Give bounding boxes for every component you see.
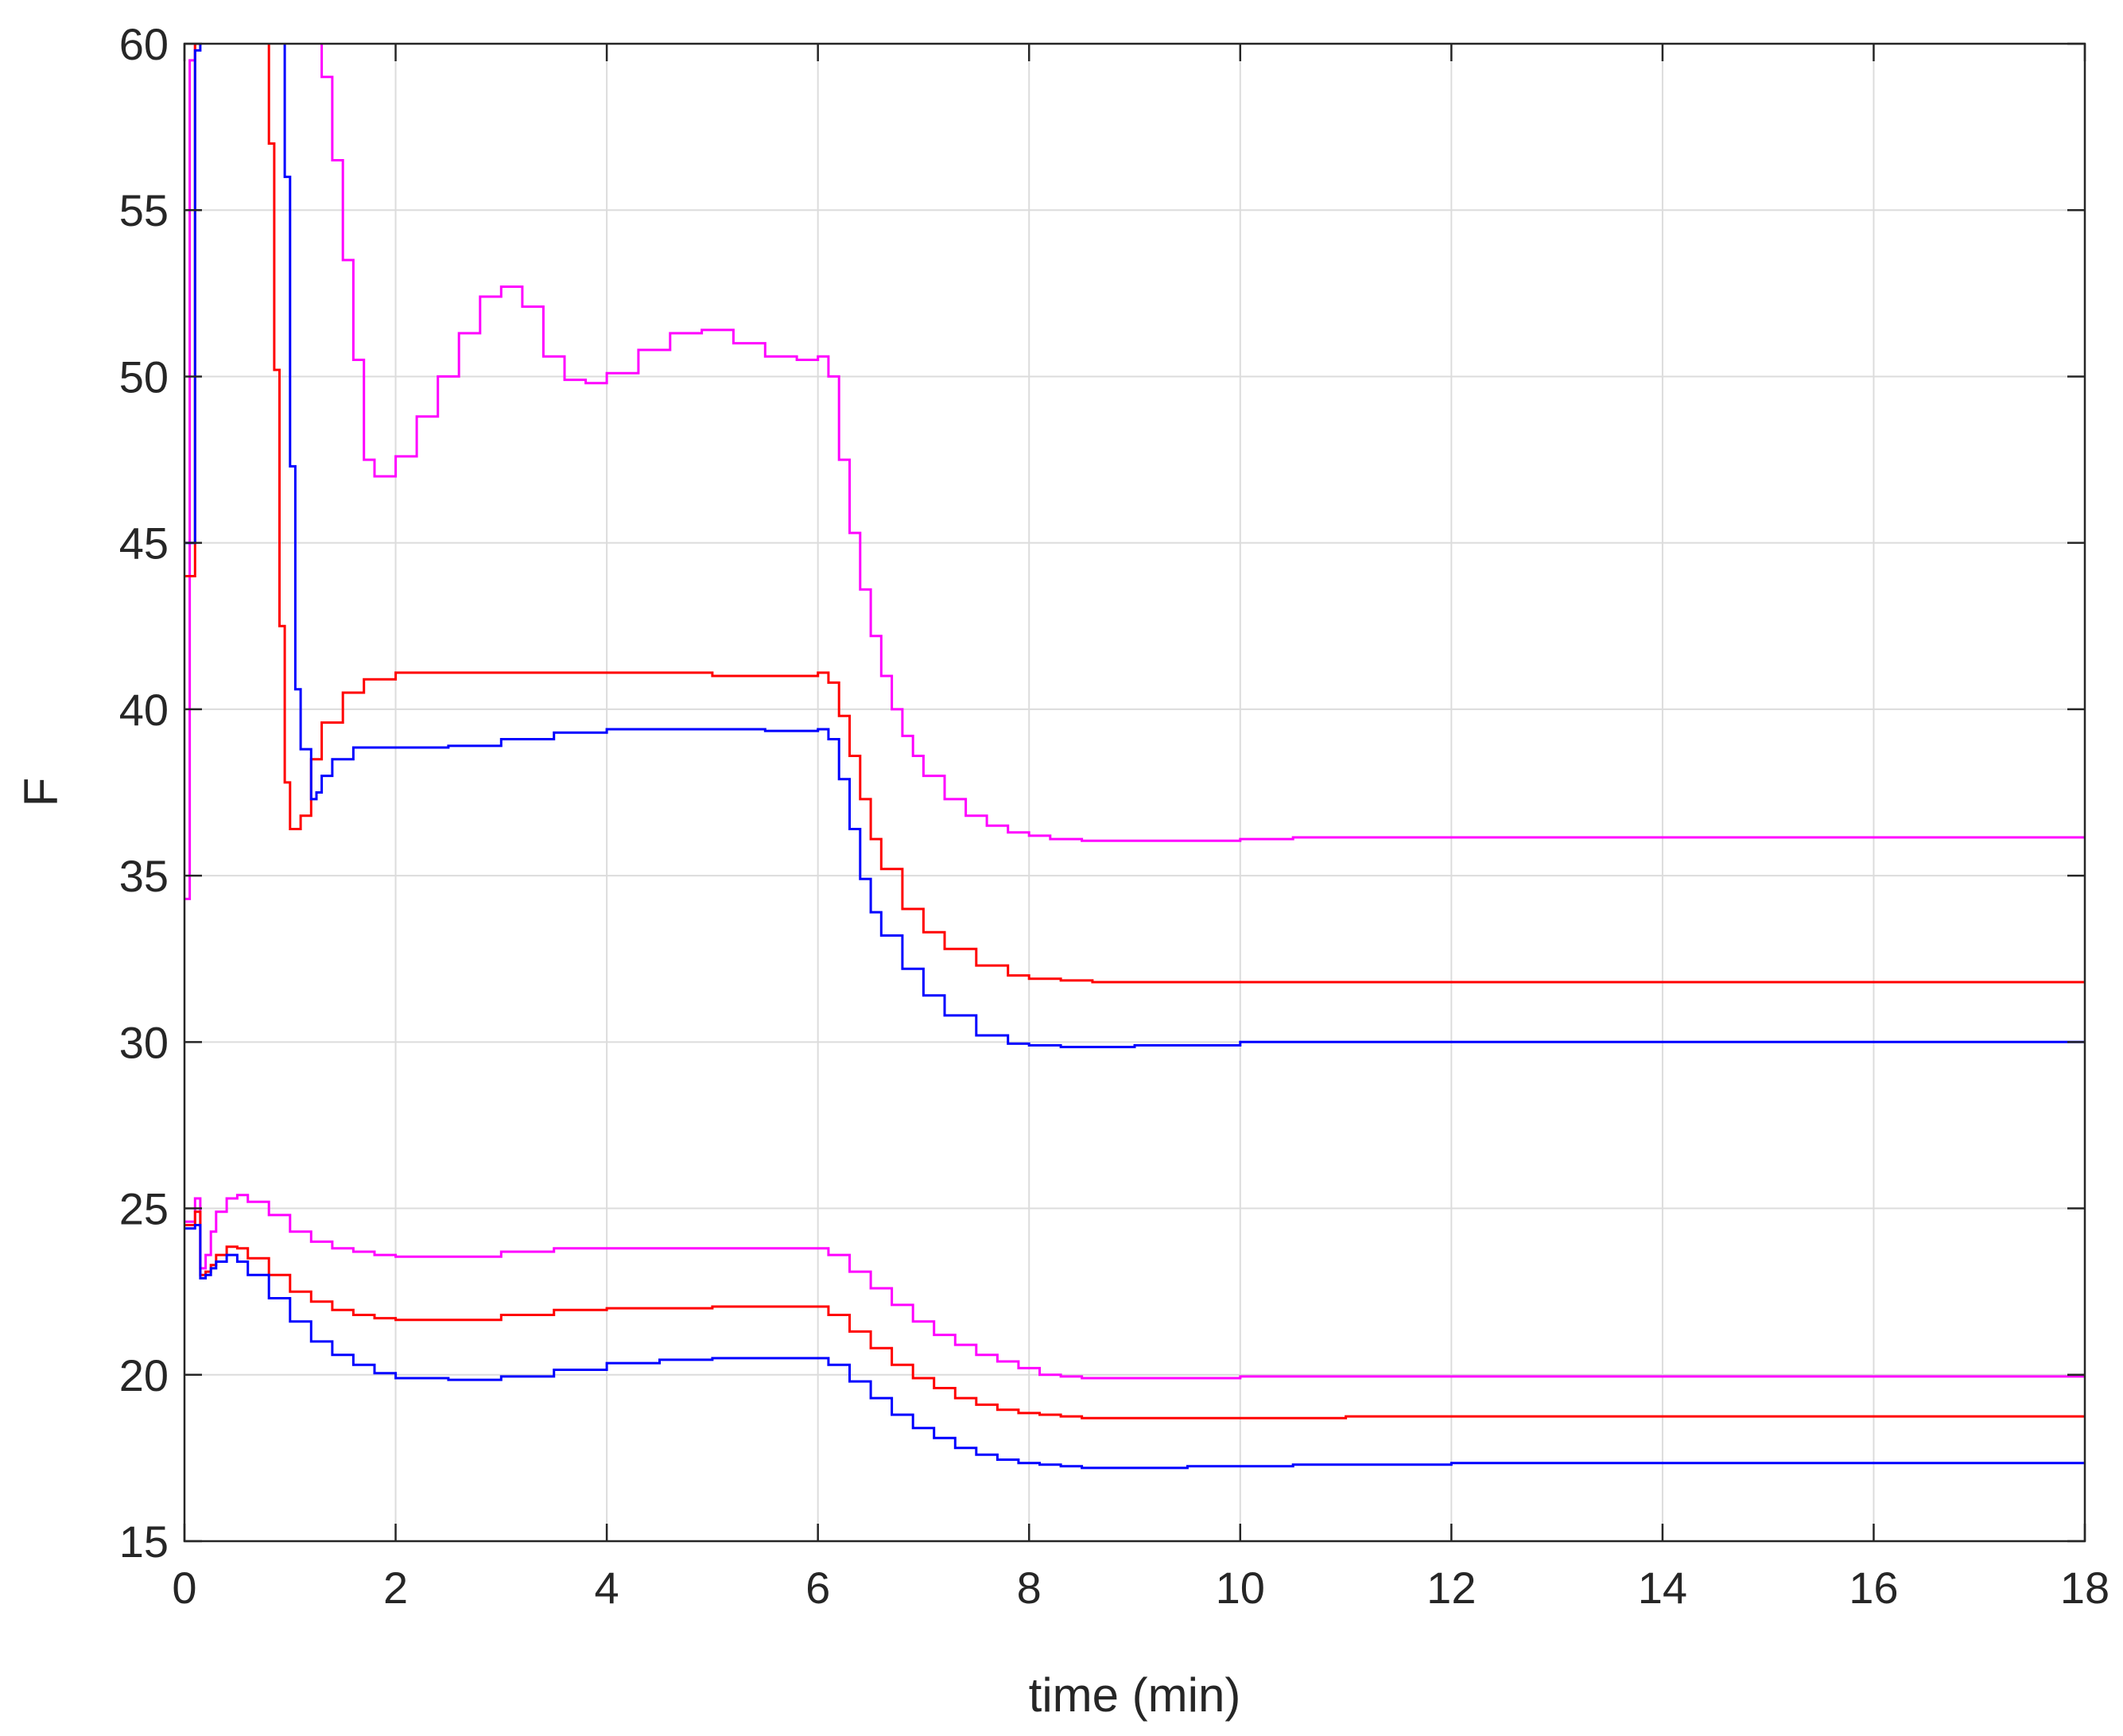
y-tick-label: 55	[119, 185, 169, 235]
series-line-6	[184, 1224, 2085, 1470]
x-axis-label: time (min)	[1029, 1668, 1241, 1722]
x-tick-labels: 0 2 4 6 8 10 12 14 16 18	[172, 1563, 2109, 1613]
series-group	[184, 44, 2085, 1470]
y-tick-label: 20	[119, 1350, 169, 1400]
y-tick-label: 60	[119, 19, 169, 69]
x-tick-label: 4	[595, 1563, 619, 1613]
x-tick-label: 12	[1426, 1563, 1476, 1613]
series-line-3	[184, 44, 2085, 1049]
y-tick-label: 40	[119, 685, 169, 735]
series-line-1	[184, 44, 2085, 900]
y-axis-label: F	[14, 778, 68, 807]
y-tick-label: 35	[119, 851, 169, 901]
x-tick-label: 16	[1849, 1563, 1898, 1613]
x-tick-label: 0	[172, 1563, 196, 1613]
x-tick-label: 18	[2060, 1563, 2109, 1613]
x-tick-label: 10	[1216, 1563, 1265, 1613]
tick-marks	[183, 42, 2086, 1543]
plot-frame	[183, 42, 2086, 1543]
series-line-5	[184, 1210, 2085, 1419]
y-tick-label: 30	[119, 1017, 169, 1067]
x-tick-label: 2	[383, 1563, 408, 1613]
y-tick-label: 45	[119, 518, 169, 569]
plot-area	[184, 44, 2085, 1541]
x-tick-label: 14	[1638, 1563, 1687, 1613]
series-line-4	[184, 1194, 2085, 1380]
y-tick-labels: 15 20 25 30 35 40 45 50 55 60	[119, 19, 169, 1567]
series-line-2	[184, 44, 2085, 984]
x-tick-label: 6	[805, 1563, 830, 1613]
x-tick-label: 8	[1017, 1563, 1042, 1613]
y-tick-label: 15	[119, 1517, 169, 1567]
y-tick-label: 50	[119, 351, 169, 402]
y-tick-label: 25	[119, 1184, 169, 1234]
